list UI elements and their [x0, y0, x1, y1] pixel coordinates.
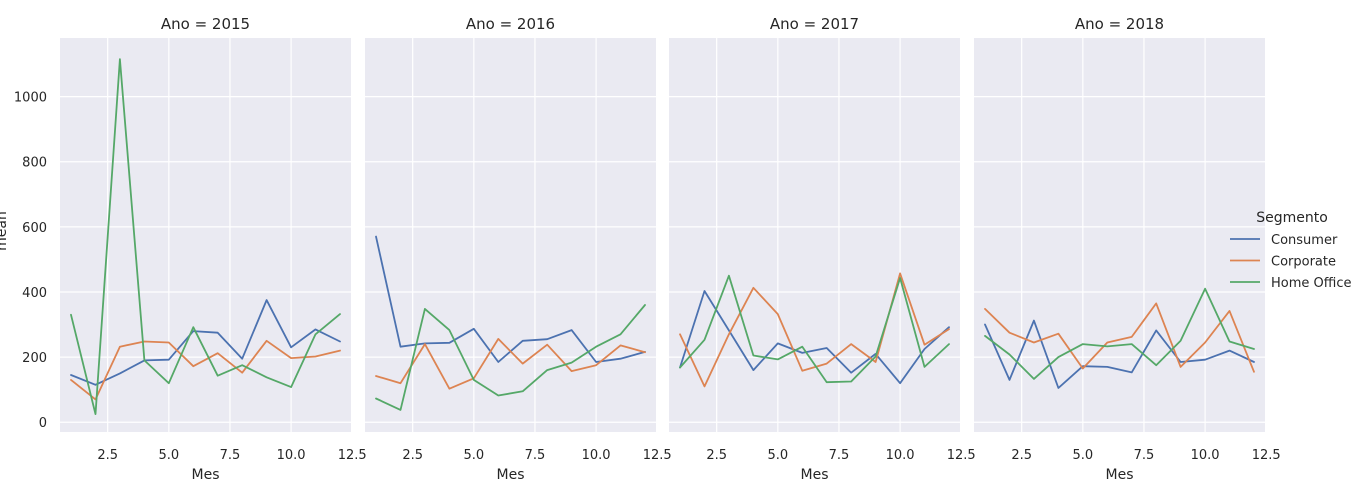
- y-tick-label: 0: [39, 416, 47, 431]
- y-tick-label: 800: [22, 156, 47, 171]
- series-line-home-office: [375, 304, 646, 411]
- x-axis-label: Mes: [192, 467, 220, 483]
- series-line-home-office: [679, 274, 950, 384]
- x-tick-label: 5.0: [463, 448, 484, 463]
- facet-panel-2: Ano = 2016 2.5 5.0 7.5 10.0 12.5 Mes: [365, 15, 672, 483]
- legend-title: Segmento: [1256, 210, 1328, 226]
- x-tick-label: 7.5: [1134, 448, 1155, 463]
- x-tick-label: 7.5: [525, 448, 546, 463]
- x-tick-label: 12.5: [643, 448, 672, 463]
- legend-label-corporate: Corporate: [1271, 255, 1336, 270]
- facet-panel-3: Ano = 2017 2.5 5.0 7.5 10.0 12.5 Mes: [669, 15, 976, 483]
- facet-title: Ano = 2016: [466, 15, 555, 33]
- y-tick-label: 400: [22, 286, 47, 301]
- series-line-corporate: [984, 302, 1255, 373]
- series-line-consumer: [984, 319, 1255, 389]
- y-tick-label: 1000: [14, 91, 47, 106]
- legend: Segmento Consumer Corporate Home Office: [1230, 210, 1351, 291]
- x-tick-label: 10.0: [886, 448, 915, 463]
- x-tick-label: 12.5: [947, 448, 976, 463]
- x-tick-label: 10.0: [582, 448, 611, 463]
- x-axis-label: Mes: [497, 467, 525, 483]
- legend-label-home-office: Home Office: [1271, 276, 1351, 291]
- y-axis-label: mean: [0, 211, 10, 251]
- legend-label-consumer: Consumer: [1271, 233, 1338, 248]
- x-tick-label: 10.0: [277, 448, 306, 463]
- facets-layer: Ano = 2015 2.5 5.0 7.5 10.0 12.5 Mes 0 200 400 600…: [14, 15, 1281, 483]
- x-axis-label: Mes: [1106, 467, 1134, 483]
- x-tick-label: 5.0: [158, 448, 179, 463]
- series-line-corporate: [679, 272, 950, 388]
- x-tick-label: 2.5: [1011, 448, 1032, 463]
- facet-title: Ano = 2015: [161, 15, 250, 33]
- series-line-corporate: [70, 339, 341, 401]
- panel-background: [365, 38, 656, 432]
- x-tick-label: 7.5: [829, 448, 850, 463]
- x-tick-label: 2.5: [706, 448, 727, 463]
- facet-title: Ano = 2018: [1075, 15, 1164, 33]
- series-line-consumer: [70, 299, 341, 386]
- x-tick-label: 7.5: [220, 448, 241, 463]
- x-tick-label: 5.0: [1072, 448, 1093, 463]
- x-tick-label: 10.0: [1191, 448, 1220, 463]
- y-tick-label: 600: [22, 221, 47, 236]
- facet-panel-1: Ano = 2015 2.5 5.0 7.5 10.0 12.5 Mes 0 200 400 600…: [14, 15, 367, 483]
- facet-title: Ano = 2017: [770, 15, 859, 33]
- x-axis-label: Mes: [801, 467, 829, 483]
- x-tick-label: 12.5: [338, 448, 367, 463]
- series-line-home-office: [70, 58, 341, 416]
- x-tick-label: 2.5: [402, 448, 423, 463]
- series-line-consumer: [679, 290, 950, 385]
- x-tick-label: 2.5: [97, 448, 118, 463]
- facet-panel-4: Ano = 2018 2.5 5.0 7.5 10.0 12.5 Mes: [974, 15, 1281, 483]
- x-tick-label: 5.0: [767, 448, 788, 463]
- x-tick-label: 12.5: [1252, 448, 1281, 463]
- y-tick-label: 200: [22, 351, 47, 366]
- series-line-corporate: [375, 337, 646, 390]
- series-line-home-office: [984, 287, 1255, 380]
